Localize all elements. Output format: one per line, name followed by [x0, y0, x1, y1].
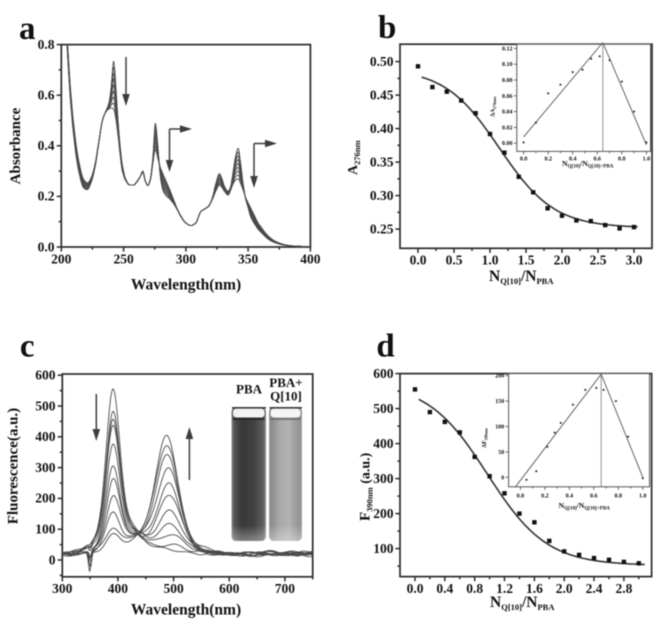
svg-text:0.0: 0.0 [517, 494, 525, 500]
svg-text:500: 500 [163, 581, 184, 596]
svg-text:Q[10]: Q[10] [270, 389, 302, 404]
svg-text:2.0: 2.0 [556, 581, 573, 596]
svg-text:0.5: 0.5 [446, 253, 463, 268]
svg-text:100: 100 [373, 541, 394, 556]
svg-text:700: 700 [275, 581, 296, 596]
svg-text:0.40: 0.40 [370, 121, 394, 136]
svg-text:3.0: 3.0 [626, 253, 643, 268]
svg-text:0.0: 0.0 [410, 253, 427, 268]
svg-text:200: 200 [51, 252, 72, 267]
svg-text:0.2: 0.2 [541, 494, 549, 500]
svg-text:b: b [378, 10, 396, 46]
svg-text:2.5: 2.5 [590, 253, 607, 268]
svg-text:Wavelength(nm): Wavelength(nm) [131, 602, 241, 619]
svg-text:ΔF390nm: ΔF390nm [482, 428, 488, 448]
svg-text:500: 500 [35, 398, 56, 413]
svg-text:100: 100 [495, 425, 504, 431]
svg-text:0.6: 0.6 [590, 494, 598, 500]
svg-text:0.2: 0.2 [544, 157, 552, 163]
svg-text:0.0: 0.0 [407, 581, 424, 596]
svg-text:PBA+: PBA+ [269, 375, 302, 390]
svg-text:0.30: 0.30 [370, 188, 394, 203]
svg-text:1.0: 1.0 [639, 494, 647, 500]
svg-text:0.50: 0.50 [370, 54, 394, 69]
svg-text:0: 0 [49, 552, 56, 567]
svg-text:200: 200 [495, 374, 504, 380]
svg-text:2.4: 2.4 [586, 581, 603, 596]
svg-text:1.6: 1.6 [526, 581, 543, 596]
svg-text:0.6: 0.6 [594, 157, 602, 163]
svg-text:0.0: 0.0 [38, 239, 55, 254]
svg-text:0.8: 0.8 [618, 157, 626, 163]
svg-text:Wavelength(nm): Wavelength(nm) [131, 277, 241, 294]
svg-text:300: 300 [52, 581, 73, 596]
svg-text:0.06: 0.06 [502, 94, 513, 100]
svg-text:0.10: 0.10 [502, 62, 513, 68]
svg-text:150: 150 [495, 399, 504, 405]
svg-text:300: 300 [35, 460, 56, 475]
svg-text:600: 600 [35, 368, 56, 383]
svg-text:0.4: 0.4 [38, 138, 55, 153]
svg-text:0.8: 0.8 [38, 37, 55, 52]
svg-text:PBA: PBA [236, 382, 263, 397]
svg-text:0.12: 0.12 [502, 46, 513, 52]
svg-text:500: 500 [373, 401, 394, 416]
svg-text:1.5: 1.5 [518, 253, 535, 268]
svg-text:d: d [376, 328, 394, 364]
svg-text:600: 600 [219, 581, 240, 596]
svg-text:ΔA276nm: ΔA276nm [491, 96, 497, 117]
svg-text:0.6: 0.6 [38, 88, 55, 103]
svg-text:0.35: 0.35 [370, 154, 394, 169]
svg-text:1.0: 1.0 [482, 253, 499, 268]
svg-text:2.0: 2.0 [554, 253, 571, 268]
svg-text:0.08: 0.08 [502, 78, 513, 84]
svg-text:0.2: 0.2 [38, 189, 55, 204]
svg-text:600: 600 [373, 366, 394, 381]
svg-text:0.45: 0.45 [370, 87, 394, 102]
svg-text:0.25: 0.25 [370, 221, 394, 236]
svg-text:350: 350 [238, 252, 259, 267]
svg-text:100: 100 [35, 522, 56, 537]
svg-text:2.8: 2.8 [615, 581, 632, 596]
svg-text:400: 400 [35, 429, 56, 444]
svg-text:NQ[10]/NQ[10]+PBA: NQ[10]/NQ[10]+PBA [559, 501, 611, 512]
svg-text:200: 200 [373, 506, 394, 521]
svg-text:0.00: 0.00 [502, 141, 513, 147]
svg-text:1.2: 1.2 [496, 581, 513, 596]
svg-text:250: 250 [113, 252, 134, 267]
svg-text:0: 0 [501, 475, 504, 481]
svg-text:0.4: 0.4 [436, 581, 453, 596]
svg-text:200: 200 [35, 491, 56, 506]
svg-text:c: c [20, 328, 35, 364]
svg-text:a: a [19, 11, 36, 47]
svg-text:400: 400 [373, 436, 394, 451]
svg-text:300: 300 [176, 252, 197, 267]
svg-text:Fluorescence(a.u.): Fluorescence(a.u.) [6, 408, 22, 524]
svg-text:400: 400 [108, 581, 129, 596]
svg-text:50: 50 [498, 450, 504, 456]
svg-text:Absorbance: Absorbance [8, 107, 24, 184]
svg-text:0.4: 0.4 [569, 157, 577, 163]
svg-text:NQ[10]/NQ[10]+PBA: NQ[10]/NQ[10]+PBA [562, 159, 614, 170]
svg-text:1.0: 1.0 [643, 157, 651, 163]
svg-text:300: 300 [373, 471, 394, 486]
svg-text:0.0: 0.0 [520, 157, 528, 163]
svg-text:0.04: 0.04 [502, 110, 513, 116]
svg-text:0.8: 0.8 [466, 581, 483, 596]
svg-text:0.8: 0.8 [615, 494, 623, 500]
svg-text:0.02: 0.02 [502, 125, 513, 131]
svg-text:400: 400 [300, 252, 321, 267]
svg-text:0.4: 0.4 [566, 494, 574, 500]
